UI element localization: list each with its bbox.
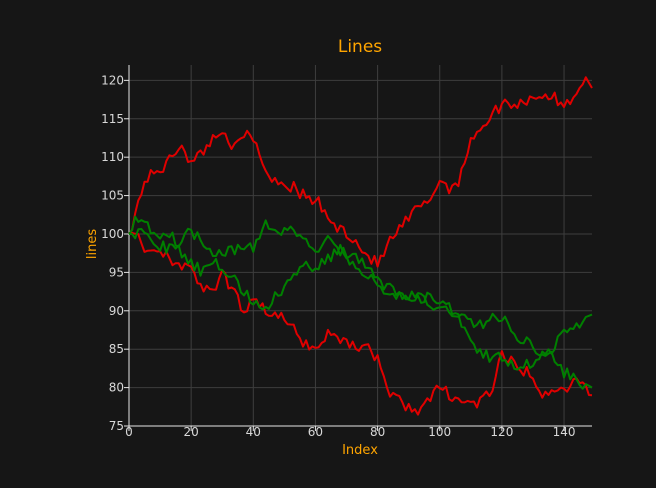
- x-tick-label: 120: [490, 425, 513, 439]
- series-line-green-rising: [129, 228, 593, 371]
- series-line-green-falling: [128, 215, 593, 390]
- y-tick-label: 105: [101, 189, 124, 203]
- x-tick-label: 100: [428, 425, 451, 439]
- x-axis-label: Index: [342, 443, 378, 458]
- x-tick-label: 0: [125, 425, 133, 439]
- y-tick-label: 90: [109, 304, 124, 318]
- x-tick-label: 140: [553, 425, 576, 439]
- y-tick-label: 120: [101, 73, 124, 87]
- y-tick-label: 75: [109, 419, 124, 433]
- series-line-red-rising: [128, 76, 593, 268]
- x-tick-label: 80: [370, 425, 385, 439]
- x-tick-label: 60: [308, 425, 323, 439]
- y-tick-label: 115: [101, 112, 124, 126]
- y-tick-label: 100: [101, 227, 124, 241]
- series-line-red-falling: [128, 231, 593, 416]
- y-tick-label: 80: [109, 381, 124, 395]
- grid: [128, 65, 592, 427]
- x-tick-label: 20: [184, 425, 199, 439]
- tick-labels: 75 80 85 90 95 100 105 110 115 120 0 20 40 60 80 100 120…: [101, 73, 575, 439]
- y-tick-label: 95: [109, 265, 124, 279]
- y-axis-label: lines: [85, 229, 100, 259]
- y-tick-label: 110: [101, 150, 124, 164]
- x-tick-label: 40: [246, 425, 261, 439]
- series-lines: [128, 76, 593, 416]
- axes: [124, 65, 592, 431]
- chart-title: Lines: [338, 37, 382, 57]
- y-tick-label: 85: [109, 342, 124, 356]
